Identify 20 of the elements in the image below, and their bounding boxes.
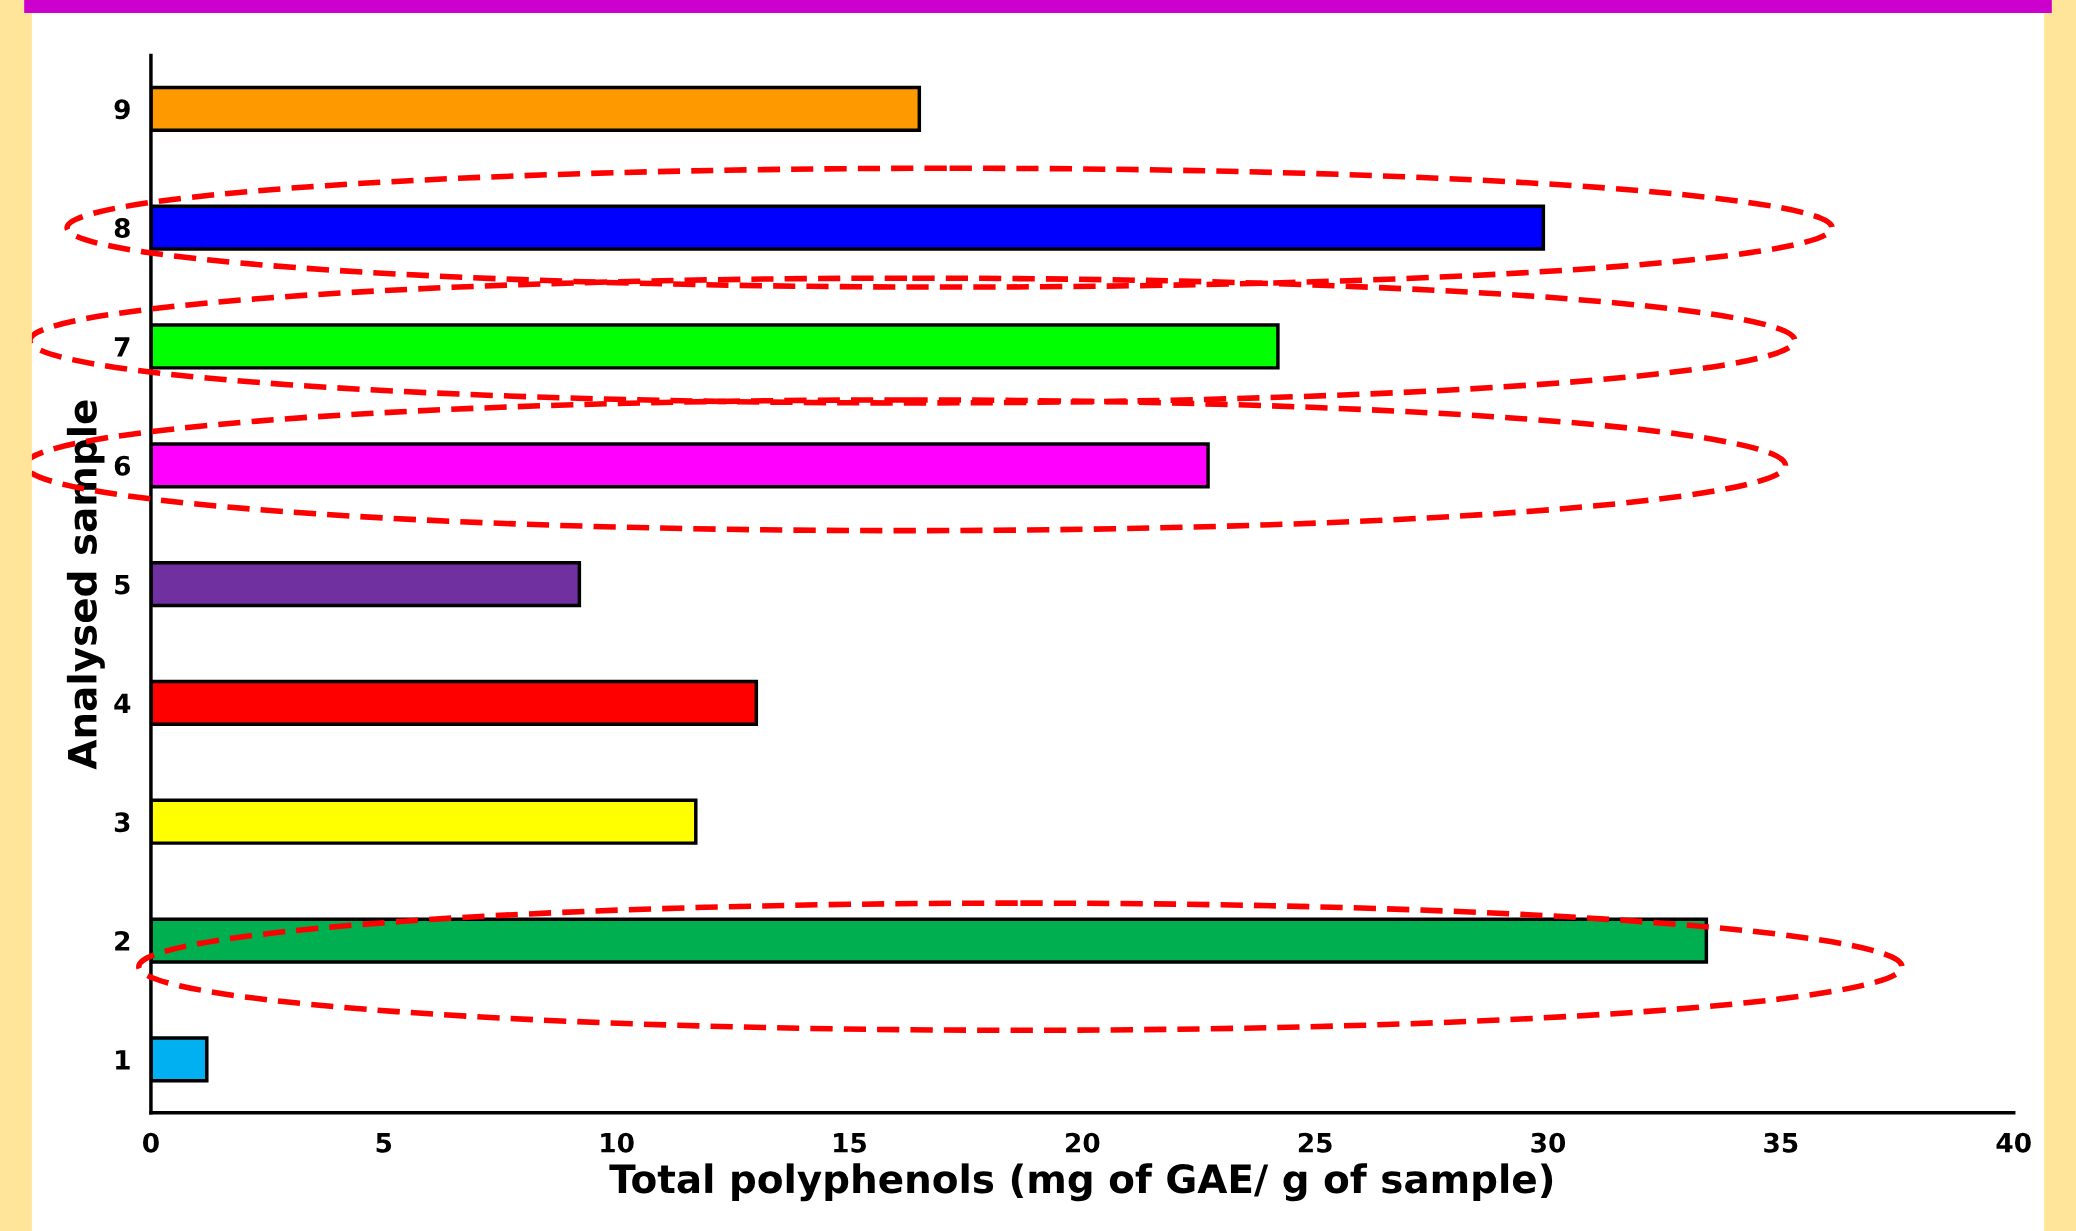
y-tick-label: 9 [114,99,130,120]
y-tick-label: 1 [116,1050,130,1070]
y-tick-label: 6 [114,455,131,476]
y-tick-label: 2 [115,930,130,951]
y-tick-label: 4 [114,693,131,713]
x-tick-label: 30 [1531,1132,1566,1153]
x-tick-label: 20 [1066,1132,1100,1153]
y-tick-label: 8 [114,218,130,239]
x-tick-label: 35 [1764,1132,1798,1153]
y-tick-label: 7 [114,337,130,357]
x-tick-label: 0 [143,1132,159,1153]
y-tick-label: 5 [115,574,130,595]
x-axis-title: Total polyphenols (mg of GAE/ g of sample) [609,1163,1553,1202]
x-tick-label: 15 [834,1133,866,1153]
x-tick-label: 10 [601,1132,634,1153]
y-axis-title: Analysed sample [66,400,105,770]
y-tick-label: 3 [114,812,130,833]
x-tick-label: 25 [1298,1132,1332,1153]
x-tick-label: 40 [1996,1132,2031,1153]
x-tick-label: 5 [376,1133,392,1153]
